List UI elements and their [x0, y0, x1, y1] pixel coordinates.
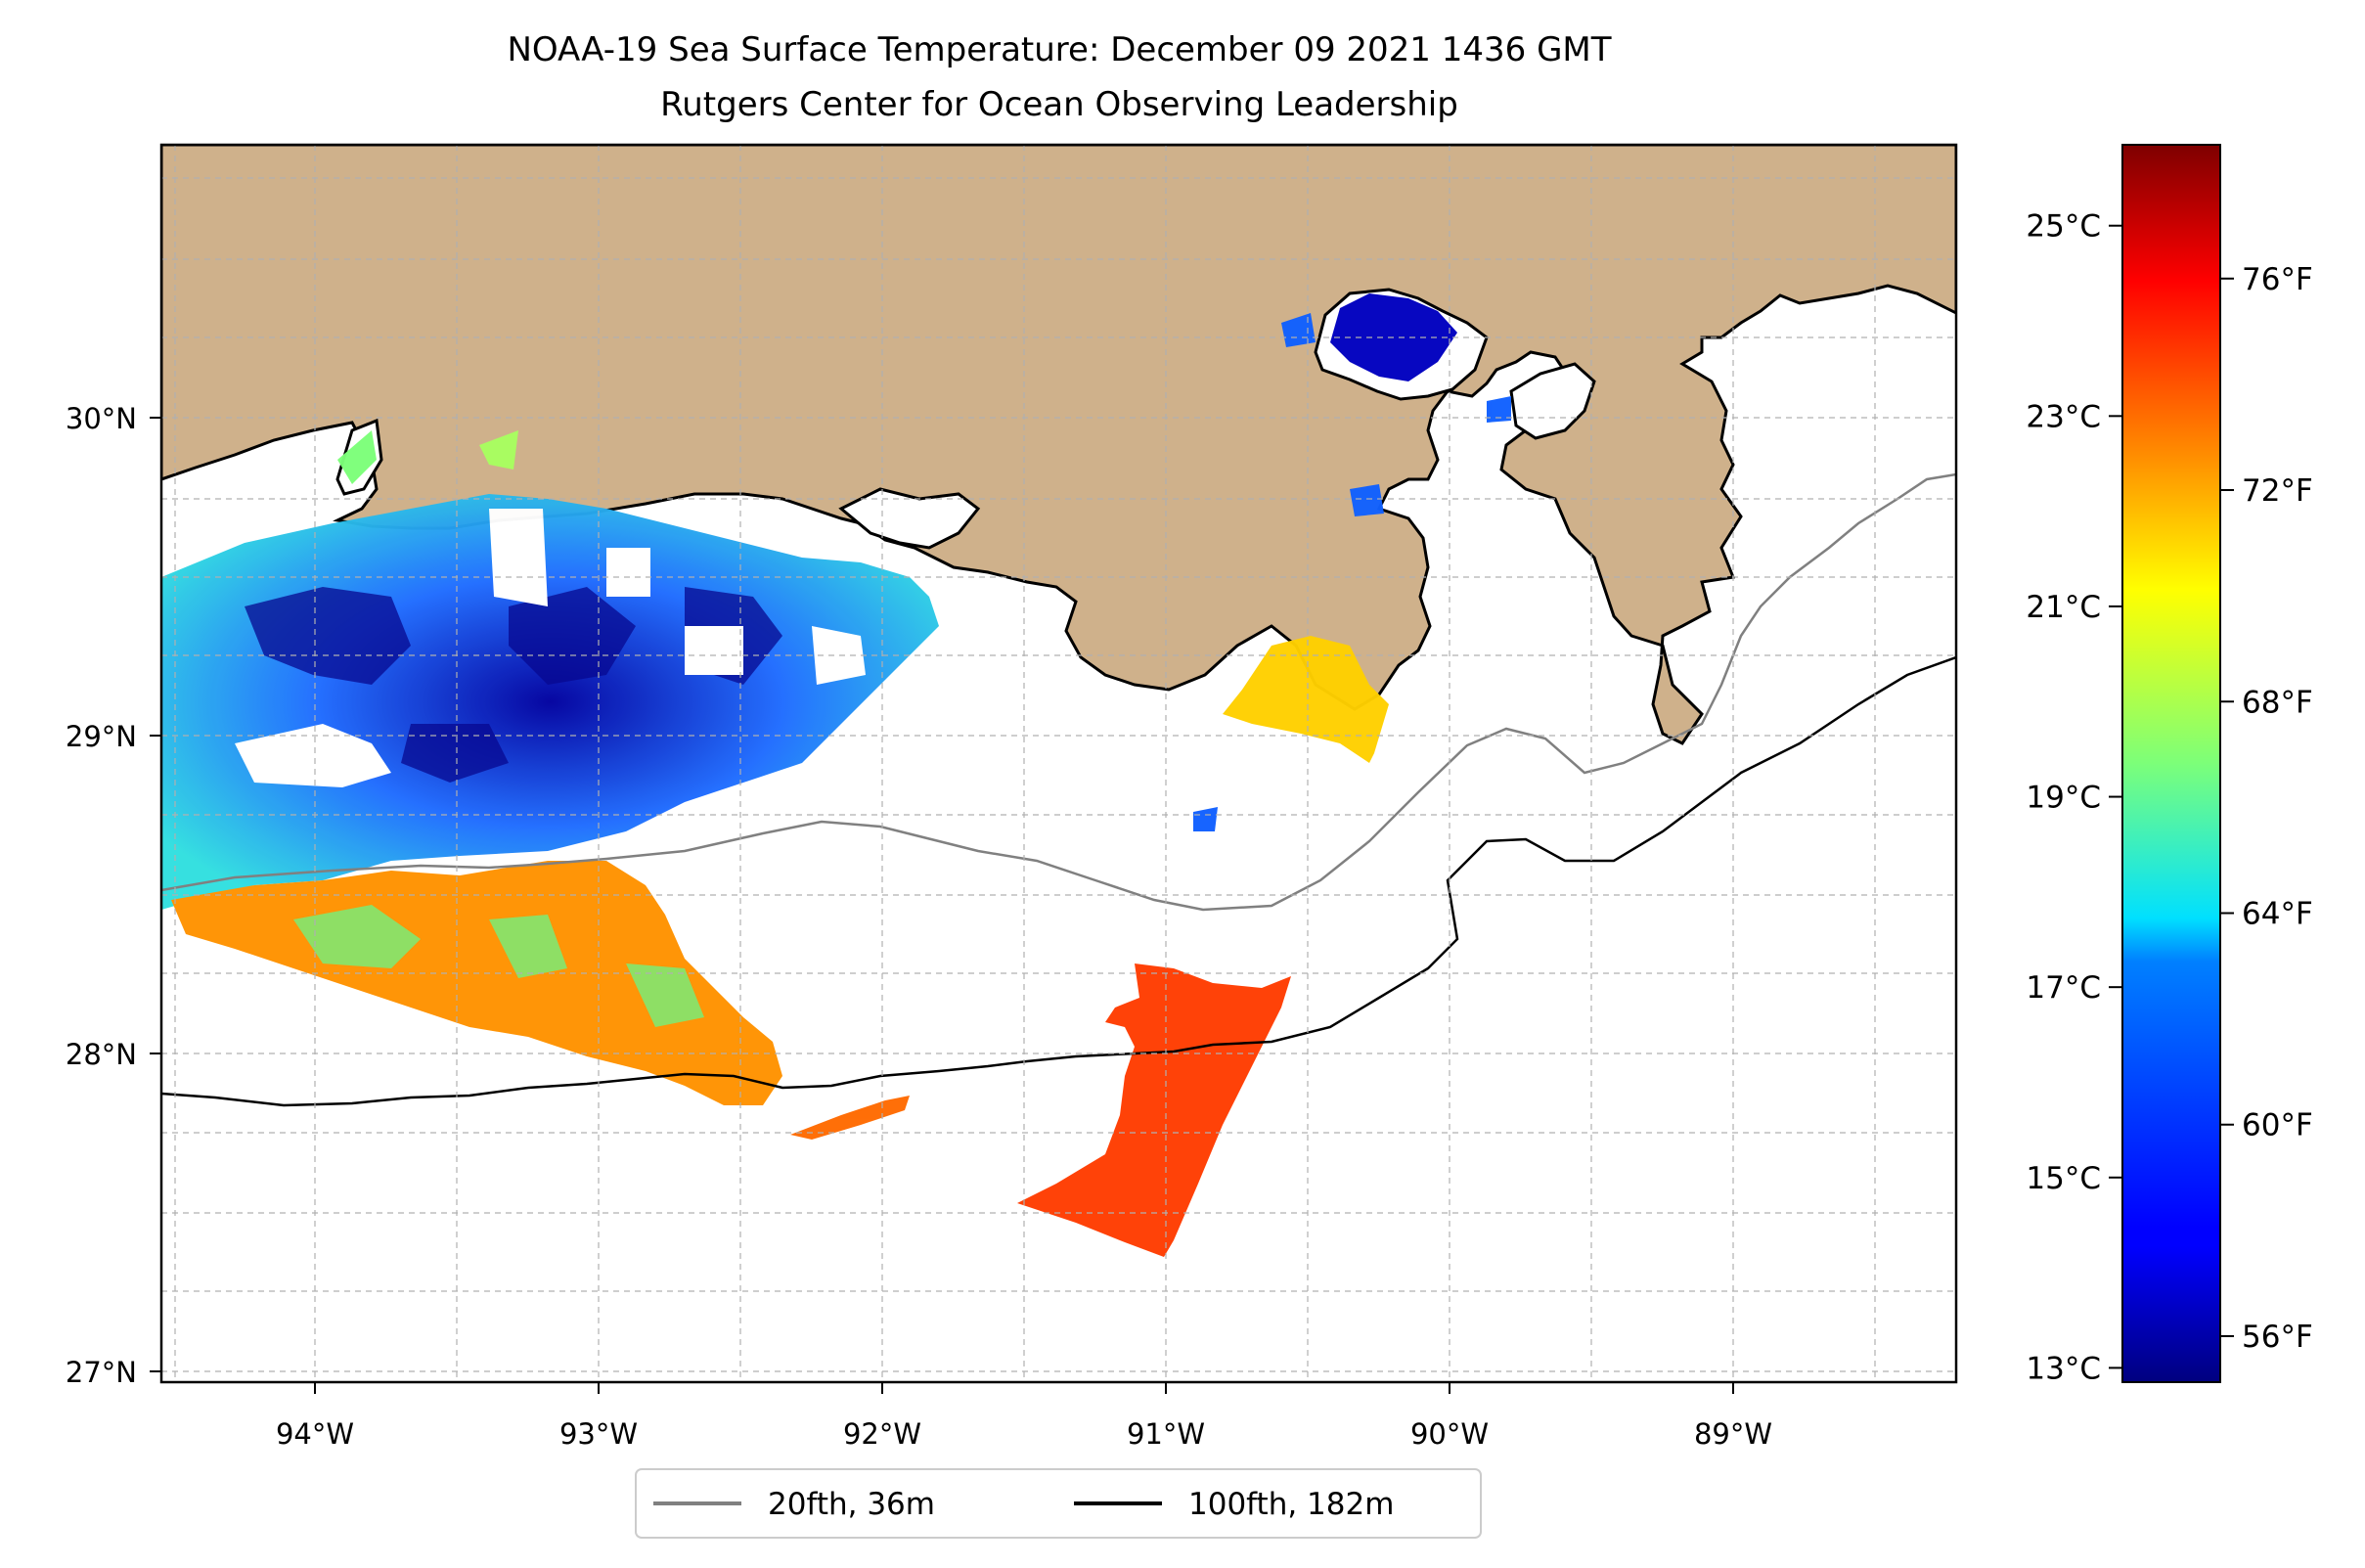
lake-borgne [1509, 362, 1596, 440]
colorbar-fahrenheit-label: 64°F [2242, 896, 2313, 931]
contour-20fth-36m [161, 472, 1956, 912]
map-frame [159, 143, 1958, 1384]
lon-tick-labels: 94°W 93°W 92°W 91°W 90°W 89°W [276, 1417, 1772, 1451]
title-line-1: NOAA-19 Sea Surface Temperature: Decembe… [507, 30, 1611, 69]
legend-frame [635, 1468, 1482, 1539]
lon-label-93w: 93°W [559, 1417, 638, 1451]
title-line-2: Rutgers Center for Ocean Observing Leade… [660, 85, 1458, 124]
lat-label-29n: 29°N [66, 720, 137, 753]
colorbar-celsius-label: 25°C [2026, 209, 2101, 245]
lon-axis [314, 1382, 1734, 1394]
colorbar-fahrenheit-label: 72°F [2242, 473, 2313, 509]
colorbar-celsius-labels: 13°C 15°C 17°C 19°C 21°C 23°C 25°C [2026, 209, 2101, 1387]
colorbar-gradient [2121, 144, 2221, 1383]
colorbar-fahrenheit-label: 60°F [2242, 1108, 2313, 1143]
lat-label-28n: 28°N [66, 1038, 137, 1071]
colorbar-celsius-label: 17°C [2026, 970, 2101, 1006]
lon-label-92w: 92°W [843, 1417, 921, 1451]
colorbar-fahrenheit-labels: 56°F 60°F 64°F 68°F 72°F 76°F [2242, 262, 2313, 1355]
lat-label-30n: 30°N [66, 402, 137, 435]
sst-small-warm-streak [790, 1096, 910, 1140]
sst-cloud-gaps [235, 509, 866, 787]
colorbar-celsius-label: 13°C [2026, 1351, 2101, 1386]
land-louisiana [161, 145, 1956, 745]
sst-warm-shelf-green [293, 905, 704, 1027]
colorbar-celsius-axis [2109, 224, 2122, 1369]
colorbar-celsius-label: 23°C [2026, 399, 2101, 434]
colorbar-celsius-label: 15°C [2026, 1161, 2101, 1196]
vermilion-bay [838, 487, 981, 550]
lon-label-89w: 89°W [1694, 1417, 1772, 1451]
sst-nearshore-green-1 [337, 430, 377, 484]
sst-cool-deep-patches [245, 587, 782, 783]
colorbar-celsius-label: 21°C [2026, 590, 2101, 625]
sst-warm-offshore [1017, 963, 1291, 1257]
lon-label-90w: 90°W [1410, 1417, 1489, 1451]
sst-yellow-atchafalaya [1223, 636, 1389, 763]
lon-label-91w: 91°W [1127, 1417, 1205, 1451]
lon-label-94w: 94°W [276, 1417, 354, 1451]
gridlines [161, 145, 1956, 1382]
map-panel [159, 143, 1958, 1384]
legend-label-100fth: 100fth, 182m [1188, 1487, 1394, 1522]
colorbar-fahrenheit-label: 76°F [2242, 262, 2313, 297]
colorbar-fahrenheit-axis [2220, 277, 2234, 1337]
contour-100fth-182m [161, 655, 1956, 1107]
colorbar-fahrenheit-label: 68°F [2242, 685, 2313, 720]
colorbar: 13°C 15°C 17°C 19°C 21°C 23°C 25°C 56°F 60°F 64°… [2026, 144, 2313, 1387]
sst-nearshore-green-2 [479, 430, 518, 470]
contour-legend: 20fth, 36m 100fth, 182m [635, 1468, 1482, 1539]
colorbar-celsius-label: 19°C [2026, 781, 2101, 816]
legend-label-20fth: 20fth, 36m [768, 1487, 935, 1522]
colorbar-fahrenheit-label: 56°F [2242, 1320, 2313, 1355]
lat-axis [150, 417, 161, 1372]
lat-tick-labels: 27°N 28°N 29°N 30°N [66, 402, 137, 1389]
lat-label-27n: 27°N [66, 1356, 137, 1389]
